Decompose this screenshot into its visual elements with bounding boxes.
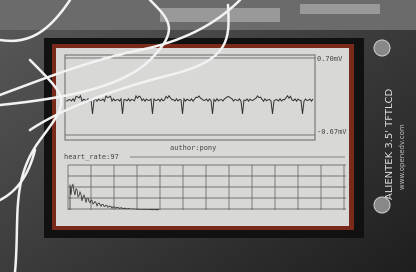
screw (374, 40, 390, 56)
board-brand: ALIENTEK 3.5' TFTLCD (384, 88, 395, 200)
max-label: 0.70mV (317, 55, 343, 63)
heart-rate: heart_rate:97 (64, 153, 119, 161)
lcd-screen (56, 48, 349, 226)
page: {"screen": {"max_label": "0.70mV", "min_… (0, 0, 416, 272)
board-url: www.openedv.com (398, 124, 406, 190)
author: author:pony (170, 144, 216, 152)
min-label: -0.67mV (317, 128, 347, 136)
photo: 0.70mV -0.67mV author:pony heart_rate:97… (0, 0, 416, 272)
